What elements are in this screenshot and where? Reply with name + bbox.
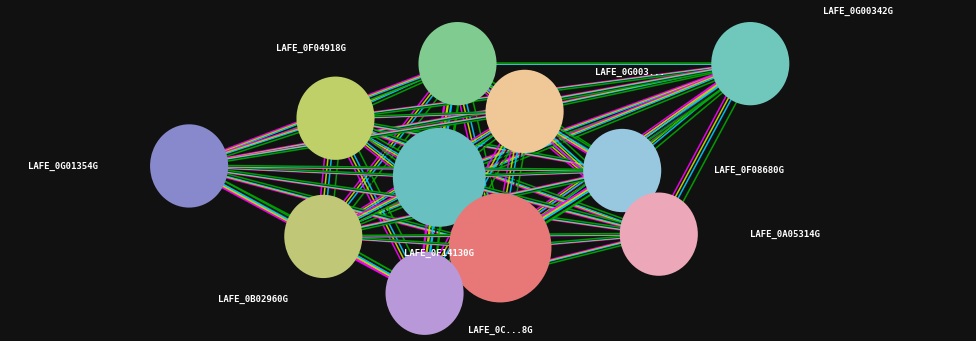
Text: LAFE_0G01354G: LAFE_0G01354G <box>27 161 98 170</box>
Text: LAFE_0F14130G: LAFE_0F14130G <box>404 249 474 258</box>
Ellipse shape <box>449 193 551 302</box>
Ellipse shape <box>284 195 362 278</box>
Text: LAFE_0B02960G: LAFE_0B02960G <box>218 295 288 304</box>
Ellipse shape <box>150 124 228 208</box>
Ellipse shape <box>485 70 564 153</box>
Text: LAFE_0A05314G: LAFE_0A05314G <box>751 229 820 239</box>
Ellipse shape <box>419 22 497 105</box>
Ellipse shape <box>584 129 661 212</box>
Text: LAFE_0C...8G: LAFE_0C...8G <box>468 326 533 335</box>
Ellipse shape <box>297 77 375 160</box>
Text: LAFE_0F04918G: LAFE_0F04918G <box>276 44 346 53</box>
Text: LAFE_0G003...: LAFE_0G003... <box>595 68 666 77</box>
Text: LAFE_0G00342G: LAFE_0G00342G <box>824 7 893 16</box>
Ellipse shape <box>386 252 464 335</box>
Text: LAFE_0F08680G: LAFE_0F08680G <box>713 166 784 175</box>
Ellipse shape <box>620 193 698 276</box>
Ellipse shape <box>392 128 485 227</box>
Ellipse shape <box>712 22 790 105</box>
